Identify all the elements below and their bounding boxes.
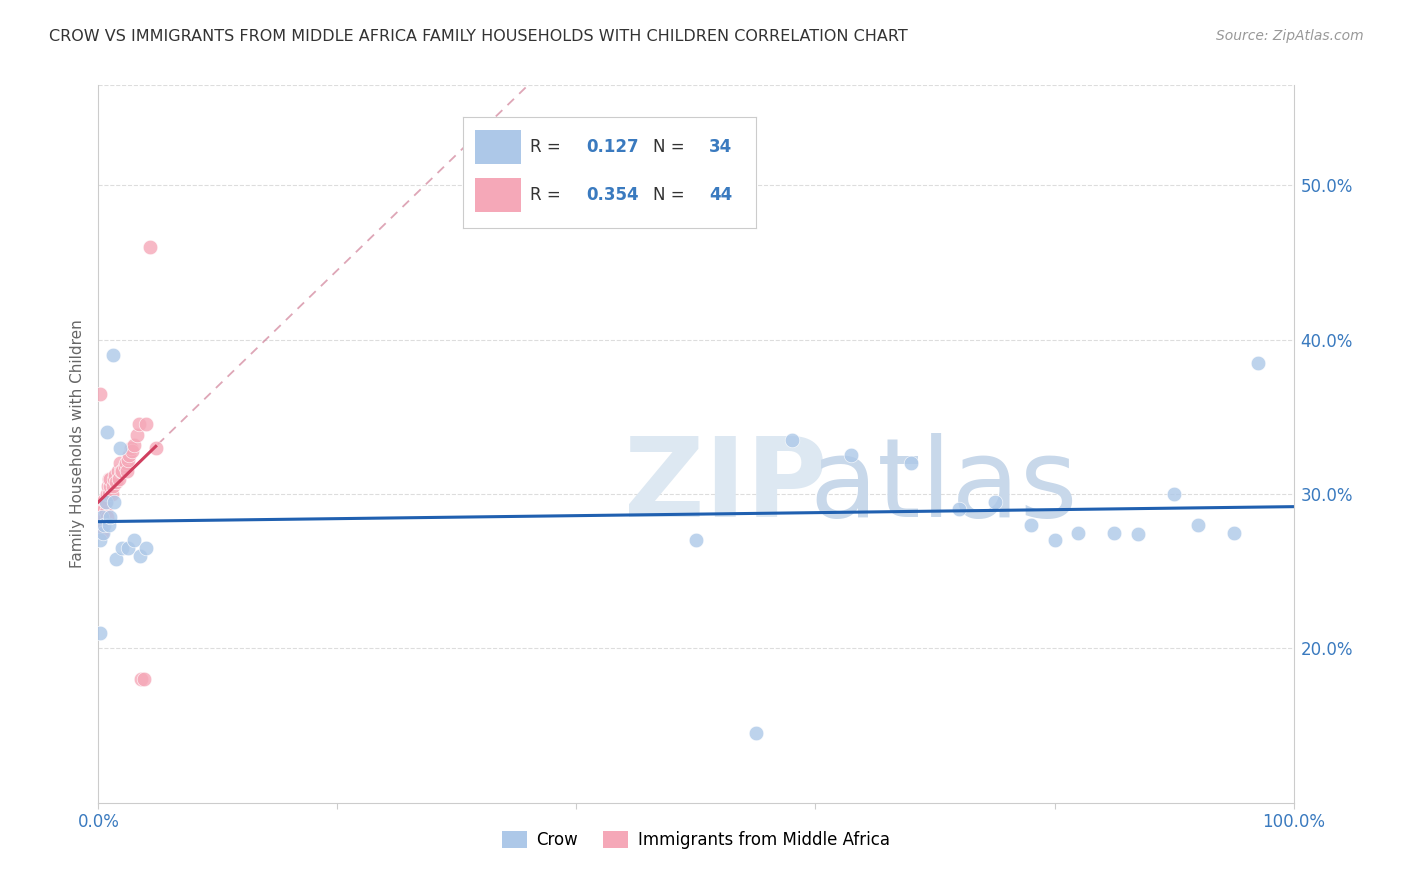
Point — [89, 626, 111, 640]
Point — [107, 464, 129, 478]
Point — [108, 456, 131, 470]
Point — [135, 417, 157, 432]
Point — [90, 510, 112, 524]
Point — [135, 541, 157, 555]
Legend: Crow, Immigrants from Middle Africa: Crow, Immigrants from Middle Africa — [495, 824, 897, 855]
Point — [91, 510, 114, 524]
Point — [89, 533, 111, 548]
Point — [105, 551, 128, 566]
Point — [96, 425, 118, 440]
Point — [98, 479, 122, 493]
Point — [1067, 525, 1090, 540]
Point — [121, 443, 143, 458]
Point — [90, 517, 112, 532]
Point — [101, 479, 124, 493]
Point — [96, 510, 118, 524]
Point — [124, 533, 146, 548]
Point — [101, 348, 124, 362]
Point — [93, 502, 115, 516]
Point — [98, 487, 121, 501]
Point — [745, 726, 768, 740]
Point — [89, 510, 111, 524]
Point — [124, 437, 146, 451]
Point — [97, 479, 120, 493]
Point — [114, 459, 136, 474]
Point — [685, 533, 707, 548]
Point — [1247, 356, 1270, 370]
Point — [91, 502, 114, 516]
Point — [94, 506, 117, 520]
Point — [1163, 487, 1185, 501]
Point — [91, 494, 114, 508]
Point — [111, 541, 134, 555]
Point — [93, 493, 115, 508]
Point — [120, 441, 142, 455]
Point — [948, 502, 970, 516]
Point — [111, 464, 134, 478]
Point — [98, 471, 122, 485]
Point — [118, 448, 141, 462]
Point — [98, 517, 121, 532]
Point — [1019, 517, 1042, 532]
Point — [96, 487, 118, 501]
Point — [131, 673, 153, 687]
Point — [984, 494, 1007, 508]
Point — [100, 487, 122, 501]
Point — [89, 386, 111, 401]
Point — [1043, 533, 1066, 548]
Point — [98, 471, 121, 485]
Point — [139, 240, 162, 254]
Point — [103, 494, 125, 508]
Y-axis label: Family Households with Children: Family Households with Children — [69, 319, 84, 568]
Point — [125, 428, 148, 442]
Point — [145, 441, 167, 455]
Point — [91, 510, 114, 524]
Point — [1223, 525, 1246, 540]
Point — [98, 510, 122, 524]
Point — [129, 549, 152, 563]
Text: atlas: atlas — [810, 434, 1078, 541]
Point — [104, 468, 127, 483]
Point — [91, 525, 114, 540]
Text: ZIP: ZIP — [624, 434, 828, 541]
Point — [103, 471, 125, 485]
Point — [93, 517, 115, 532]
Point — [900, 456, 922, 470]
Point — [115, 464, 138, 478]
Point — [1104, 525, 1126, 540]
Point — [117, 453, 139, 467]
Point — [110, 464, 132, 478]
Point — [780, 433, 803, 447]
Point — [128, 417, 150, 432]
Point — [841, 448, 863, 462]
Point — [1187, 517, 1209, 532]
Point — [94, 494, 117, 508]
Point — [132, 673, 155, 687]
Text: CROW VS IMMIGRANTS FROM MIDDLE AFRICA FAMILY HOUSEHOLDS WITH CHILDREN CORRELATIO: CROW VS IMMIGRANTS FROM MIDDLE AFRICA FA… — [49, 29, 908, 45]
Point — [105, 475, 128, 489]
Text: Source: ZipAtlas.com: Source: ZipAtlas.com — [1216, 29, 1364, 44]
Point — [1128, 527, 1150, 541]
Point — [94, 494, 117, 508]
Point — [107, 471, 129, 485]
Point — [117, 541, 139, 555]
Point — [91, 525, 114, 540]
Point — [115, 456, 138, 470]
Point — [108, 441, 131, 455]
